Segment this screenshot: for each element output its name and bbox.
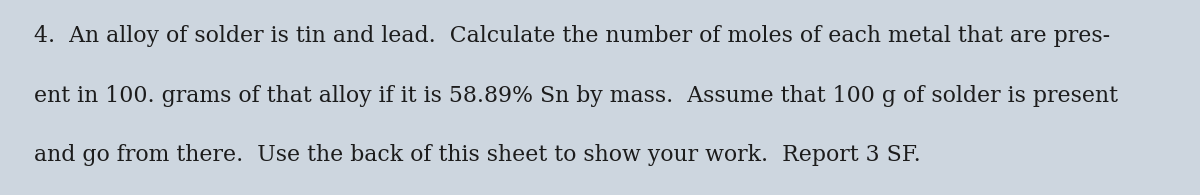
Text: and go from there.  Use the back of this sheet to show your work.  Report 3 SF.: and go from there. Use the back of this … xyxy=(34,144,920,166)
Text: ent in 100. grams of that alloy if it is 58.89% Sn by mass.  Assume that 100 g o: ent in 100. grams of that alloy if it is… xyxy=(34,85,1117,107)
Text: 4.  An alloy of solder is tin and lead.  Calculate the number of moles of each m: 4. An alloy of solder is tin and lead. C… xyxy=(34,25,1110,47)
